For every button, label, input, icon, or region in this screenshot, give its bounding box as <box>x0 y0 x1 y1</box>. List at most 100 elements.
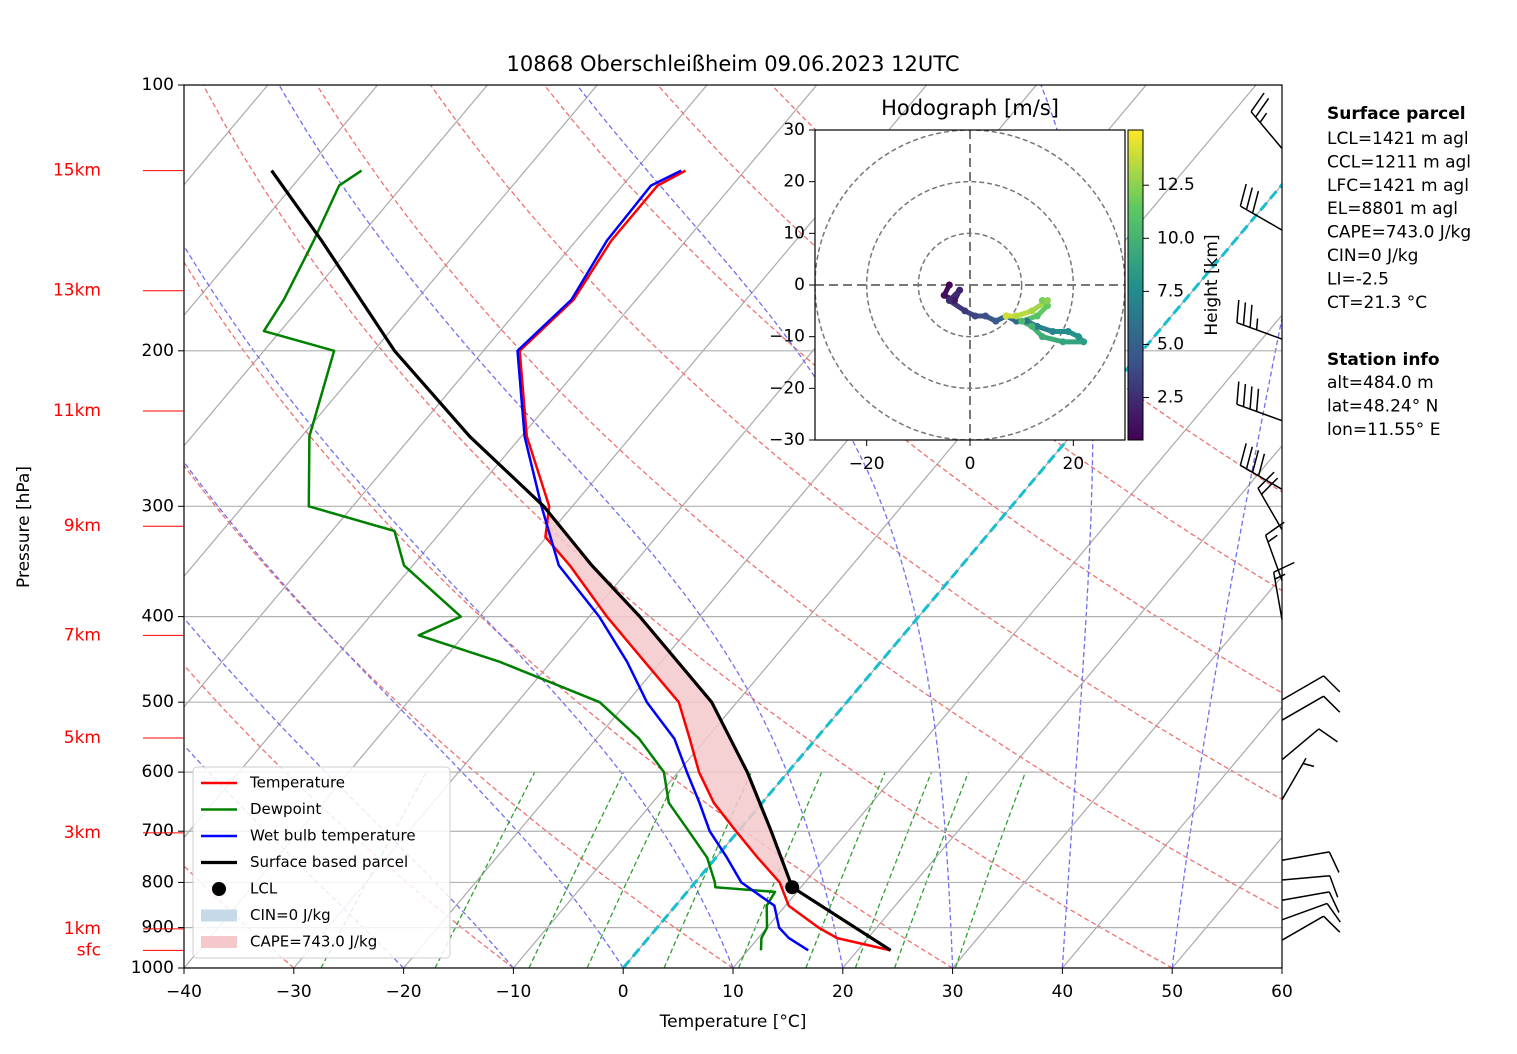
station-info-title: Station info <box>1327 350 1440 370</box>
hodograph-point <box>992 317 1000 325</box>
x-tick-label: 20 <box>832 982 854 1002</box>
hodograph-point <box>1023 317 1031 325</box>
profile-line <box>518 169 891 952</box>
hodograph-point <box>1059 338 1067 346</box>
hodograph-point <box>1064 328 1072 335</box>
wind-barb <box>1236 381 1283 422</box>
y-tick-label: 0 <box>794 275 805 295</box>
hodograph: Hodograph [m/s] Height [km] −20 0 20 −30 −20… <box>769 96 1222 474</box>
y-tick-label: 600 <box>142 762 174 782</box>
isotherm <box>184 85 488 447</box>
wind-barb <box>1281 728 1338 761</box>
x-tick-label: −20 <box>386 982 422 1002</box>
legend-swatch <box>201 936 237 948</box>
isotherm <box>184 85 708 708</box>
hodograph-segment <box>1039 334 1066 345</box>
x-tick-label: 30 <box>942 982 964 1002</box>
hodograph-point <box>1038 333 1046 341</box>
wind-barb <box>1281 695 1341 721</box>
x-tick-label: 60 <box>1271 982 1293 1002</box>
hodograph-point <box>940 291 948 299</box>
x-tick-label: −40 <box>166 982 202 1002</box>
colorbar-tick-label: 5.0 <box>1157 334 1184 354</box>
isotherm <box>732 314 1282 968</box>
height-label: 7km <box>64 625 101 645</box>
legend-label: Dewpoint <box>250 800 321 818</box>
profile-line <box>516 169 809 952</box>
moist-adiabat <box>184 244 734 968</box>
wind-barb <box>1281 902 1341 923</box>
colorbar-label: Height [km] <box>1202 234 1222 335</box>
hodograph-point <box>945 281 953 289</box>
x-tick-label: 20 <box>1063 454 1085 474</box>
wind-barb <box>1281 851 1340 873</box>
surface-parcel-line: LI=-2.5 <box>1327 269 1389 289</box>
wind-barb <box>1272 561 1295 620</box>
x-tick-label: −20 <box>849 454 885 474</box>
profile-line <box>270 169 892 952</box>
moist-adiabat <box>184 461 624 968</box>
dry-adiabat <box>771 85 1282 493</box>
surface-parcel-title: Surface parcel <box>1327 104 1466 124</box>
wind-barb <box>1257 471 1283 531</box>
wind-barb <box>1236 299 1283 340</box>
x-tick-label: 0 <box>618 982 629 1002</box>
y-tick-label: 700 <box>142 821 174 841</box>
colorbar-tick-label: 7.5 <box>1157 281 1184 301</box>
legend-label: CIN=0 J/kg <box>250 906 331 924</box>
height-label: 9km <box>64 516 101 536</box>
y-tick-label: 10 <box>783 223 805 243</box>
moist-adiabat <box>184 617 514 968</box>
colorbar <box>1127 129 1144 441</box>
moist-adiabat <box>278 85 844 968</box>
hodograph-point <box>1044 302 1051 310</box>
dry-adiabat <box>316 85 1282 912</box>
isotherm <box>842 444 1282 968</box>
isotherm <box>184 85 379 317</box>
x-tick-label: 10 <box>722 982 744 1002</box>
wind-barb <box>1264 521 1285 581</box>
y-tick-label: 200 <box>142 341 174 361</box>
height-label: 3km <box>64 823 101 843</box>
surface-parcel-line: LCL=1421 m agl <box>1327 129 1469 149</box>
y-tick-label: 100 <box>142 75 174 95</box>
x-tick-label: 0 <box>965 454 976 474</box>
wind-barb <box>1281 891 1340 913</box>
surface-parcel-line: CT=21.3 °C <box>1327 293 1427 313</box>
hodograph-point <box>951 297 958 304</box>
legend-box <box>192 766 451 959</box>
isotherm <box>1061 705 1282 968</box>
y-tick-label: 30 <box>783 120 805 140</box>
dry-adiabat <box>184 261 953 968</box>
station-info-line: lon=11.55° E <box>1327 420 1440 440</box>
hodograph-point <box>971 312 979 320</box>
colorbar-tick-label: 2.5 <box>1157 388 1184 408</box>
hodograph-point <box>1049 328 1057 335</box>
hodograph-point <box>945 297 953 304</box>
isotherm <box>952 575 1282 968</box>
wind-barb <box>1281 875 1339 898</box>
hodograph-point <box>1002 312 1010 320</box>
y-tick-label: 500 <box>142 692 174 712</box>
y-tick-label: 800 <box>142 872 174 892</box>
hodograph-point <box>1044 297 1051 304</box>
x-tick-label: 50 <box>1161 982 1183 1002</box>
y-tick-label: 300 <box>142 496 174 516</box>
hodograph-plot <box>815 130 1125 440</box>
x-tick-label: −10 <box>495 982 531 1002</box>
height-label: 13km <box>53 281 101 301</box>
hodograph-point <box>1013 312 1020 320</box>
cape-area <box>545 512 793 888</box>
legend-swatch <box>212 882 226 896</box>
height-label: 5km <box>64 728 101 748</box>
hodograph-point <box>1028 307 1036 315</box>
hodograph-point <box>1033 312 1041 320</box>
y-tick-label: 20 <box>783 172 805 192</box>
lcl-marker <box>785 880 800 895</box>
legend-label: LCL <box>250 880 278 898</box>
y-tick-label: −30 <box>769 430 805 450</box>
y-tick-label: 400 <box>142 607 174 627</box>
mixing-ratio-line <box>586 771 680 968</box>
hodograph-point <box>961 307 969 315</box>
